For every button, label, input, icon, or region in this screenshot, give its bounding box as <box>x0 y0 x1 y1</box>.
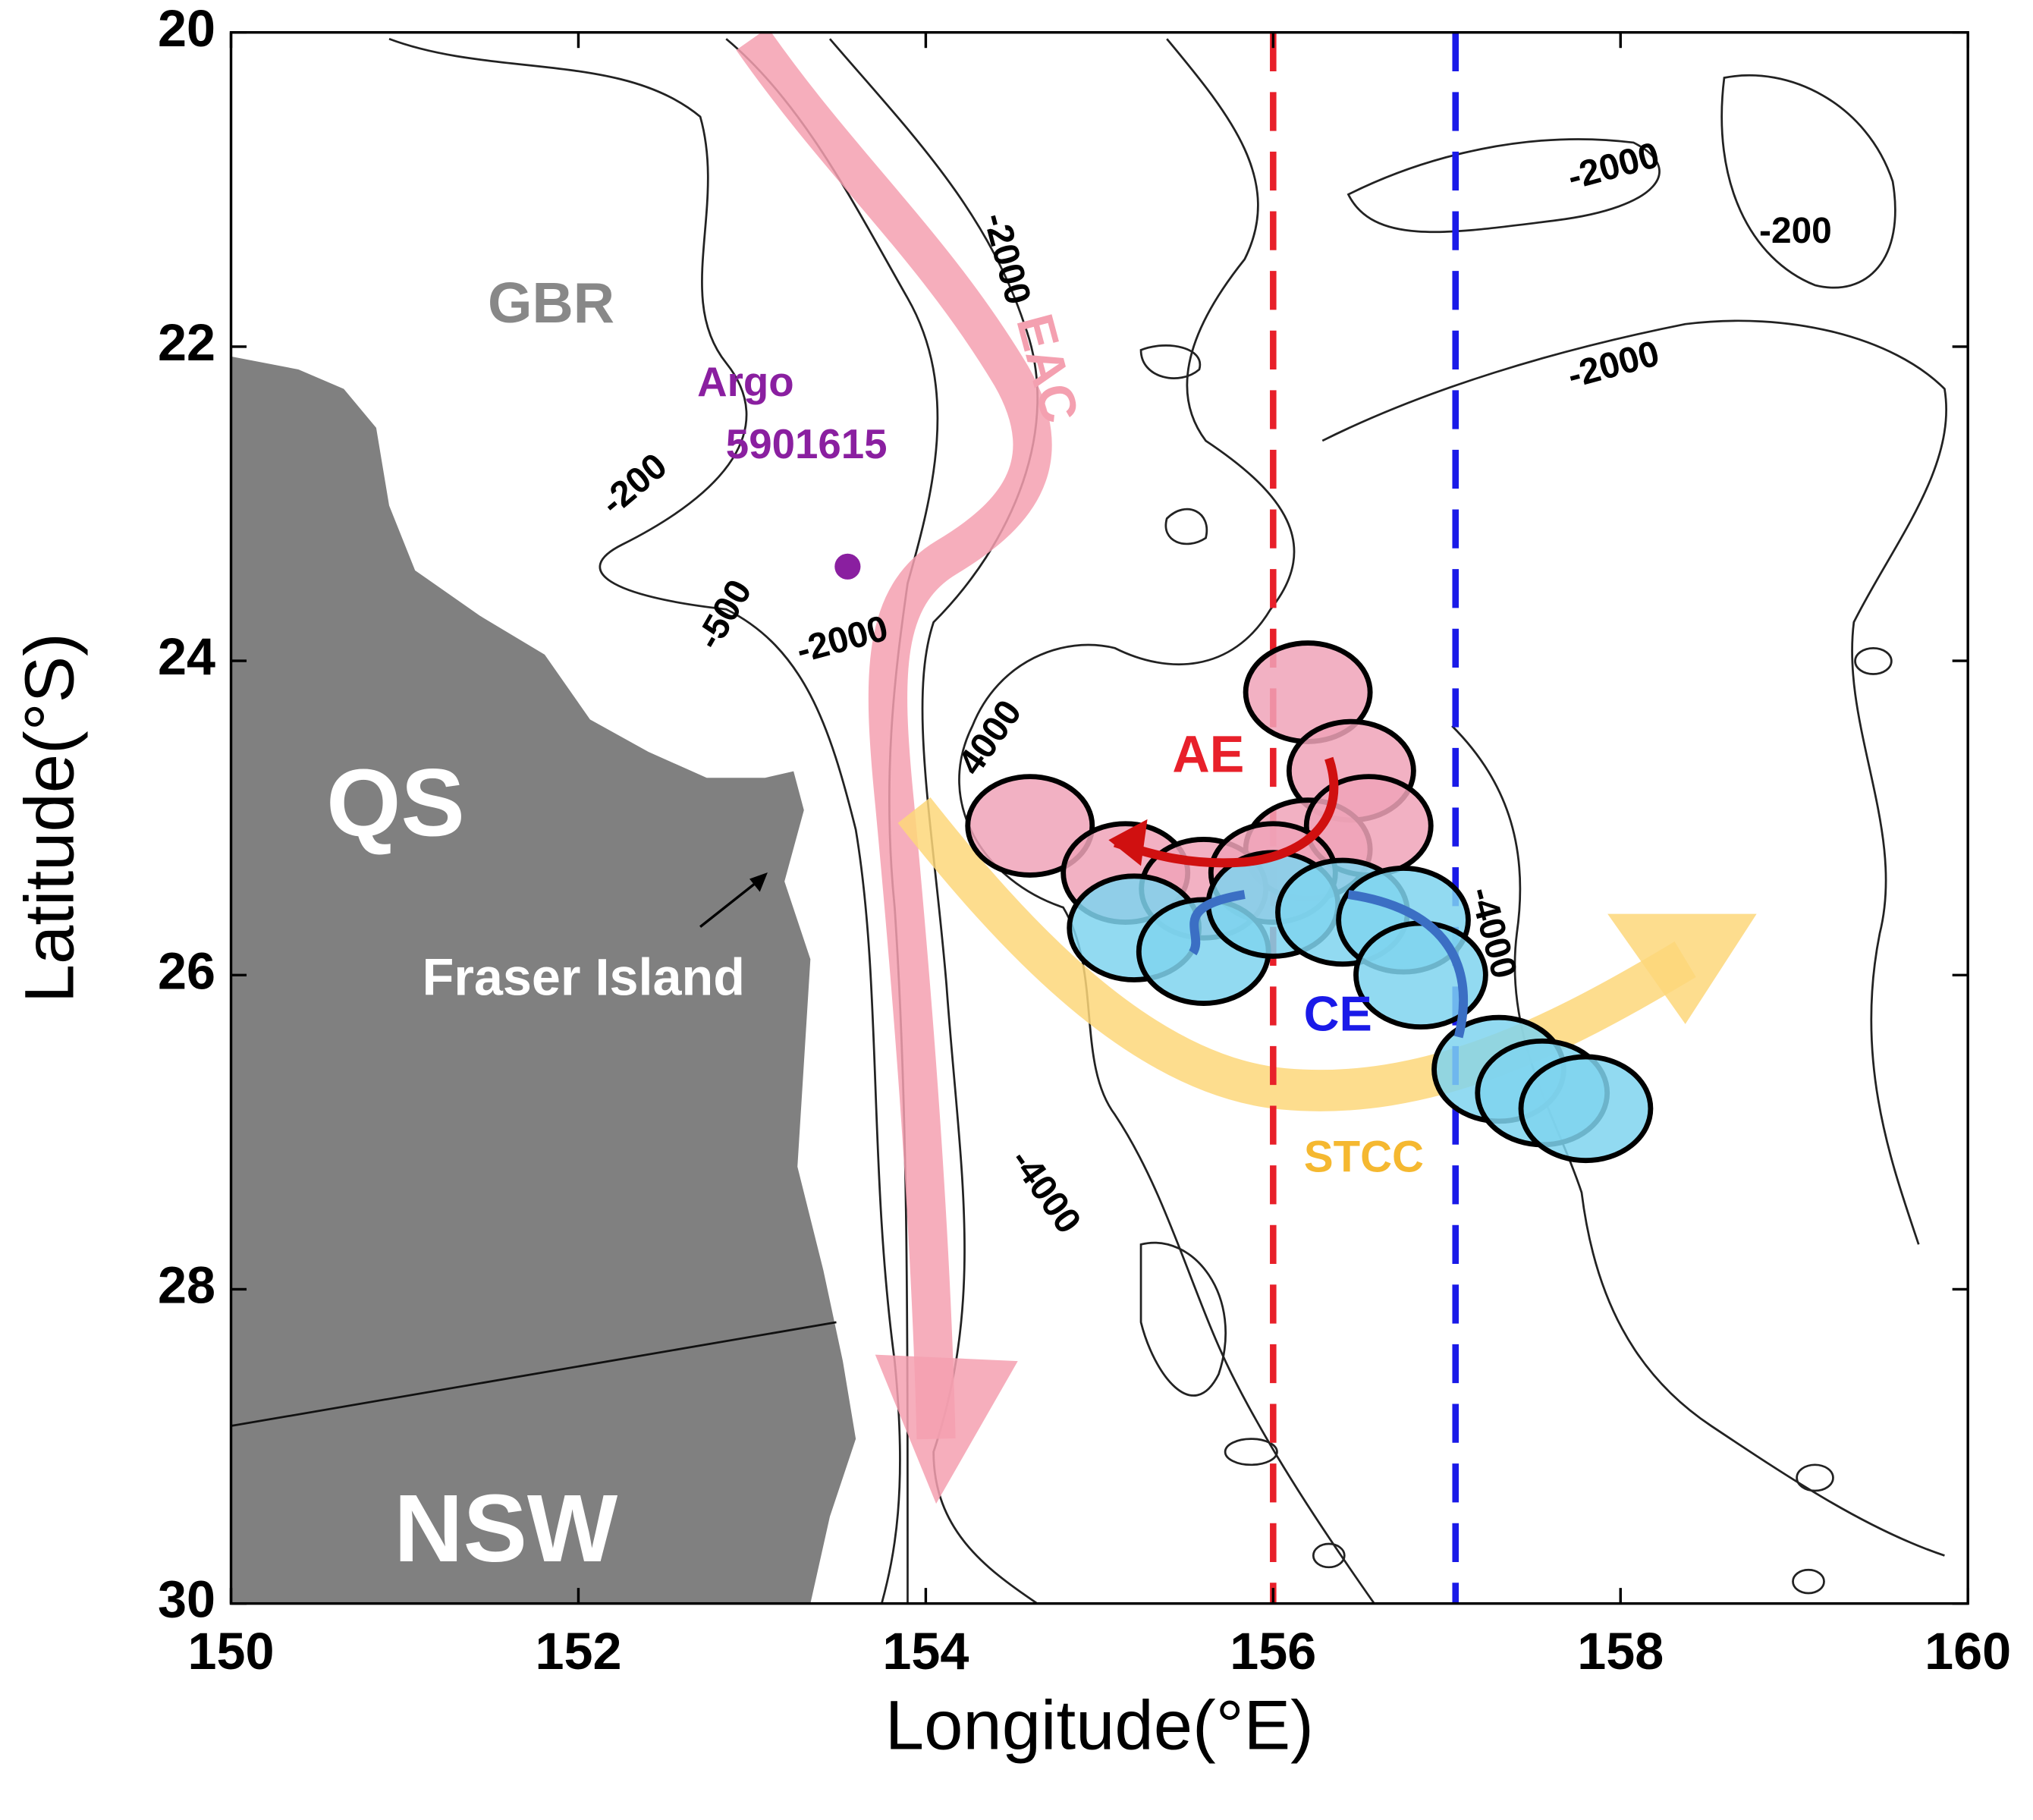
map-label: Argo <box>697 359 794 405</box>
contour-label: 4000 <box>951 693 1029 783</box>
map-label: Fraser Island <box>423 949 745 1007</box>
stcc-arrowhead <box>1607 913 1757 1024</box>
frame <box>229 31 1969 1605</box>
contour <box>1451 725 1945 1557</box>
contour-label: -2000 <box>1563 135 1664 198</box>
contour <box>1796 1463 1834 1492</box>
ae-arrow <box>1113 756 1339 868</box>
contour <box>1720 74 1896 289</box>
anticyclonic-eddy <box>965 774 1095 878</box>
eac-arrowhead <box>875 1354 1018 1504</box>
contour <box>388 37 901 1604</box>
x-tick-label: 160 <box>1925 1623 2011 1680</box>
pointer-arrow <box>699 876 764 929</box>
x-tick-label: 152 <box>535 1623 621 1680</box>
map-label: GBR <box>488 271 614 335</box>
basemap <box>231 32 1947 1604</box>
contour-label: -2000 <box>1563 333 1664 396</box>
x-tick-label: 158 <box>1577 1623 1664 1680</box>
map-label: STCC <box>1304 1133 1424 1182</box>
stcc-arrow <box>897 797 1696 1111</box>
contour-label: -500 <box>689 573 760 655</box>
contour-label: -4000 <box>1002 1142 1089 1241</box>
eac-arrow <box>736 32 1052 1440</box>
y-tick-label: 22 <box>158 314 215 372</box>
map-label: CE <box>1304 985 1372 1041</box>
contour <box>1139 344 1202 379</box>
contour <box>1792 1568 1825 1595</box>
contour-label: -2000 <box>976 209 1038 309</box>
contour <box>1346 138 1661 234</box>
y-tick-label: 20 <box>158 0 215 58</box>
land <box>231 356 856 1604</box>
contour-label: -200 <box>1759 211 1832 251</box>
contour <box>1139 1242 1227 1397</box>
contour <box>1312 1542 1346 1569</box>
argo-float <box>834 553 861 580</box>
y-tick-label: 28 <box>158 1257 215 1315</box>
y-tick-label: 24 <box>158 628 215 686</box>
y-axis-label: Latitude(°S) <box>10 633 89 1003</box>
x-tick-label: 150 <box>188 1623 275 1680</box>
map-label: AE <box>1172 726 1244 784</box>
map-label: QS <box>326 749 465 856</box>
map-label: 5901615 <box>726 421 888 467</box>
x-axis-label: Longitude(°E) <box>885 1685 1314 1764</box>
map-label: NSW <box>394 1475 618 1582</box>
ae-arrowhead <box>1108 819 1148 866</box>
contour <box>1321 319 1947 1245</box>
x-tick-label: 154 <box>882 1623 969 1680</box>
x-tick-label: 156 <box>1230 1623 1316 1680</box>
y-tick-label: 26 <box>158 942 215 1000</box>
cyclonic-eddy <box>1518 1054 1654 1164</box>
contour <box>1164 508 1208 545</box>
contour <box>1224 1438 1278 1466</box>
contour <box>1854 646 1893 675</box>
state-border <box>231 1321 837 1427</box>
contour-label: -200 <box>593 445 674 523</box>
pointer-arrowhead <box>749 872 768 892</box>
y-tick-label: 30 <box>158 1571 215 1629</box>
ce-arrow <box>1189 890 1469 1039</box>
